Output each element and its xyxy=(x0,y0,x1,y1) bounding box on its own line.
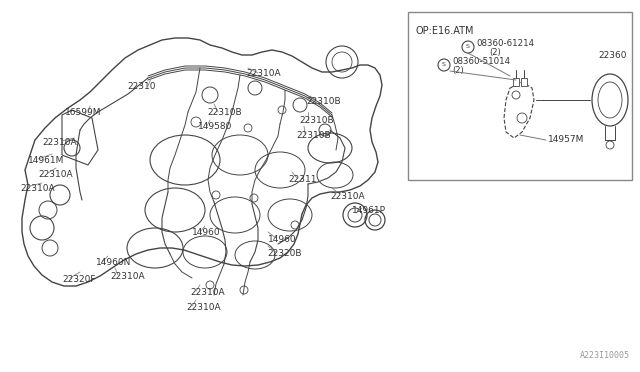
Text: 08360-51014: 08360-51014 xyxy=(452,57,510,65)
Text: 22310A: 22310A xyxy=(330,192,365,201)
Text: 22310A: 22310A xyxy=(186,303,221,312)
Circle shape xyxy=(438,59,450,71)
Text: 22310B: 22310B xyxy=(306,97,340,106)
Text: OP:E16.ATM: OP:E16.ATM xyxy=(416,26,474,36)
Text: 14960: 14960 xyxy=(268,235,296,244)
Text: 14961P: 14961P xyxy=(352,206,386,215)
Bar xyxy=(513,78,519,86)
Text: 14960: 14960 xyxy=(192,228,221,237)
Text: 22311: 22311 xyxy=(288,175,317,184)
Text: 22310A: 22310A xyxy=(246,69,280,78)
Text: S: S xyxy=(466,45,470,49)
Text: 22310A: 22310A xyxy=(110,272,145,281)
Text: 08360-61214: 08360-61214 xyxy=(476,38,534,48)
Text: S: S xyxy=(442,62,446,67)
Text: A223I10005: A223I10005 xyxy=(580,351,630,360)
Text: 22310A: 22310A xyxy=(190,288,225,297)
Text: 22320B: 22320B xyxy=(267,249,301,258)
Bar xyxy=(408,12,632,180)
Text: 22320F: 22320F xyxy=(62,275,95,284)
Text: 22310B: 22310B xyxy=(207,108,242,117)
Text: 22310A: 22310A xyxy=(38,170,72,179)
Text: (2): (2) xyxy=(489,48,500,58)
Bar xyxy=(521,78,527,86)
Text: 22360: 22360 xyxy=(598,51,627,60)
Text: 149580: 149580 xyxy=(198,122,232,131)
Text: 14960N: 14960N xyxy=(96,258,131,267)
Text: 16599M: 16599M xyxy=(65,108,102,117)
Text: 22310A: 22310A xyxy=(20,184,54,193)
Text: 22310B: 22310B xyxy=(299,116,333,125)
Text: 22310: 22310 xyxy=(127,82,156,91)
Text: (2): (2) xyxy=(452,67,464,76)
Text: 14961M: 14961M xyxy=(28,156,65,165)
Text: 22310A: 22310A xyxy=(42,138,77,147)
Text: 22310B: 22310B xyxy=(296,131,331,140)
Text: 14957M: 14957M xyxy=(548,135,584,144)
Circle shape xyxy=(462,41,474,53)
